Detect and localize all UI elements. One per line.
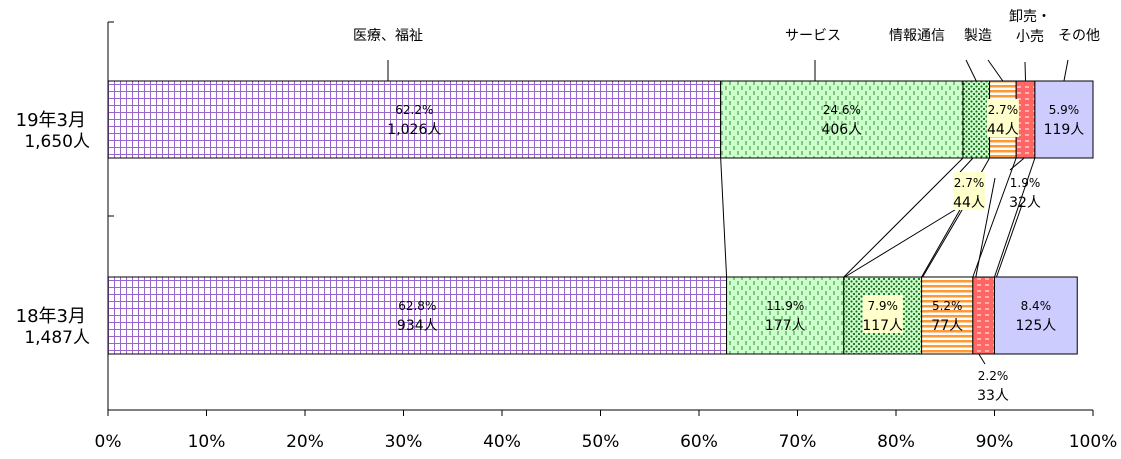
label-leader-line <box>978 353 986 365</box>
legend-item: 情報通信 <box>889 28 977 82</box>
segment-label-box <box>986 99 1019 137</box>
segment-count-label: 177人 <box>765 318 806 334</box>
segment-count-label: 119人 <box>1044 122 1085 138</box>
label-leader-line <box>922 204 966 278</box>
segment-labels: 62.2% 1,026人 24.6% 406人 2.7% 44人 5.9% 119人 2.7% 4… <box>387 99 1084 404</box>
legend-leader-line <box>1063 59 1069 82</box>
segment-label: 62.2% 1,026人 <box>387 103 441 138</box>
segment-label: 8.4% 125人 <box>1016 299 1057 334</box>
label-leader-line <box>975 177 996 278</box>
x-tick-label: 50% <box>582 432 620 452</box>
legend-item: 医療、福祉 <box>353 27 423 81</box>
segment-label: 2.2% 33人 <box>977 369 1009 404</box>
x-tick-label: 60% <box>680 432 718 452</box>
series-connector <box>843 157 964 278</box>
row-label: 18年3月 <box>16 306 86 327</box>
segment-count-label: 44人 <box>987 122 1019 138</box>
segment-label: 62.8% 934人 <box>397 299 438 334</box>
bar-segment <box>720 80 964 159</box>
segment-count-label: 934人 <box>397 318 438 334</box>
legend-label: 情報通信 <box>889 28 945 44</box>
segment-label-box <box>953 172 985 210</box>
label-leader-line <box>996 204 1023 278</box>
legend-label: 卸売・ <box>1009 9 1051 25</box>
x-tick-label: 100% <box>1069 432 1118 452</box>
segment-pct-label: 5.2% <box>932 299 963 313</box>
segment-label: 5.2% 77人 <box>931 299 963 334</box>
bar-segment <box>1015 80 1036 159</box>
x-tick-label: 20% <box>286 432 324 452</box>
segment-pct-label: 8.4% <box>1021 299 1052 313</box>
legend-leader-line <box>1024 61 1027 82</box>
legend-label: 小売 <box>1016 29 1044 45</box>
segment-pct-label: 24.6% <box>823 103 861 117</box>
segment-count-label: 32人 <box>1009 195 1041 211</box>
segment-count-label: 44人 <box>953 195 985 211</box>
segment-label: 2.7% 44人 <box>986 99 1019 138</box>
segment-pct-label: 7.9% <box>867 299 898 313</box>
segment-count-label: 117人 <box>862 318 903 334</box>
segment-pct-label: 2.2% <box>978 369 1009 383</box>
segment-count-label: 33人 <box>977 388 1009 404</box>
x-tick-label: 0% <box>95 432 122 452</box>
segment-pct-label: 2.7% <box>988 103 1019 117</box>
legend-item: サービス <box>785 28 841 81</box>
x-tick-label: 30% <box>385 432 423 452</box>
legend-item: 製造 <box>964 28 1004 82</box>
legend-leader-line <box>987 59 1004 82</box>
row-total: 1,487人 <box>24 328 90 348</box>
segment-count-label: 406人 <box>821 122 862 138</box>
segment-count-label: 1,026人 <box>387 122 441 138</box>
series-connector <box>720 157 728 278</box>
segment-count-label: 125人 <box>1016 318 1057 334</box>
segment-pct-label: 1.9% <box>1010 176 1041 190</box>
legend-item: 卸売・小売 <box>1009 9 1051 82</box>
x-tick-label: 80% <box>877 432 915 452</box>
x-tick-label: 90% <box>976 432 1014 452</box>
tick-labels: 0% 10% 20% 30% 40% 50% 60% 70% 80% 90% 100% <box>95 432 1118 452</box>
segment-label: 5.9% 119人 <box>1044 103 1085 138</box>
bar-segment <box>994 276 1078 355</box>
segment-pct-label: 62.2% <box>395 103 433 117</box>
x-tick-label: 70% <box>779 432 817 452</box>
row-total: 1,650人 <box>24 132 90 152</box>
bar-segment <box>972 276 996 355</box>
legend-item: その他 <box>1058 28 1100 82</box>
segment-pct-label: 11.9% <box>766 299 804 313</box>
bar-segment <box>726 276 845 355</box>
bar-segment <box>1034 80 1094 159</box>
legend-leader-line <box>965 59 977 82</box>
series-connector <box>994 157 1036 278</box>
bars <box>107 80 1094 355</box>
bar-segment <box>921 276 974 355</box>
x-tick-label: 10% <box>188 432 226 452</box>
row-label: 19年3月 <box>16 110 86 131</box>
legend-label: サービス <box>785 28 841 44</box>
legend-label: 製造 <box>964 28 992 44</box>
segment-label: 24.6% 406人 <box>821 103 862 138</box>
label-leader-line <box>844 207 959 278</box>
legend: 医療、福祉 サービス 情報通信 製造 卸売・小売 その他 <box>353 9 1100 82</box>
segment-pct-label: 62.8% <box>398 299 436 313</box>
segment-label: 7.9% 117人 <box>862 295 903 334</box>
bar-segment <box>107 80 722 159</box>
legend-label: その他 <box>1058 28 1100 44</box>
segment-label: 1.9% 32人 <box>1009 176 1041 211</box>
bar-segment <box>962 80 991 159</box>
x-tick-label: 40% <box>483 432 521 452</box>
segment-label: 2.7% 44人 <box>953 172 985 211</box>
segment-pct-label: 5.9% <box>1049 103 1080 117</box>
label-leader-line <box>1009 157 1025 171</box>
segment-label: 11.9% 177人 <box>765 299 806 334</box>
segment-label-box <box>862 295 903 333</box>
legend-label: 医療、福祉 <box>353 27 423 44</box>
segment-pct-label: 2.7% <box>954 176 985 190</box>
bar-segment <box>107 276 728 355</box>
label-leader-line <box>959 157 974 173</box>
segment-count-label: 77人 <box>931 318 963 334</box>
